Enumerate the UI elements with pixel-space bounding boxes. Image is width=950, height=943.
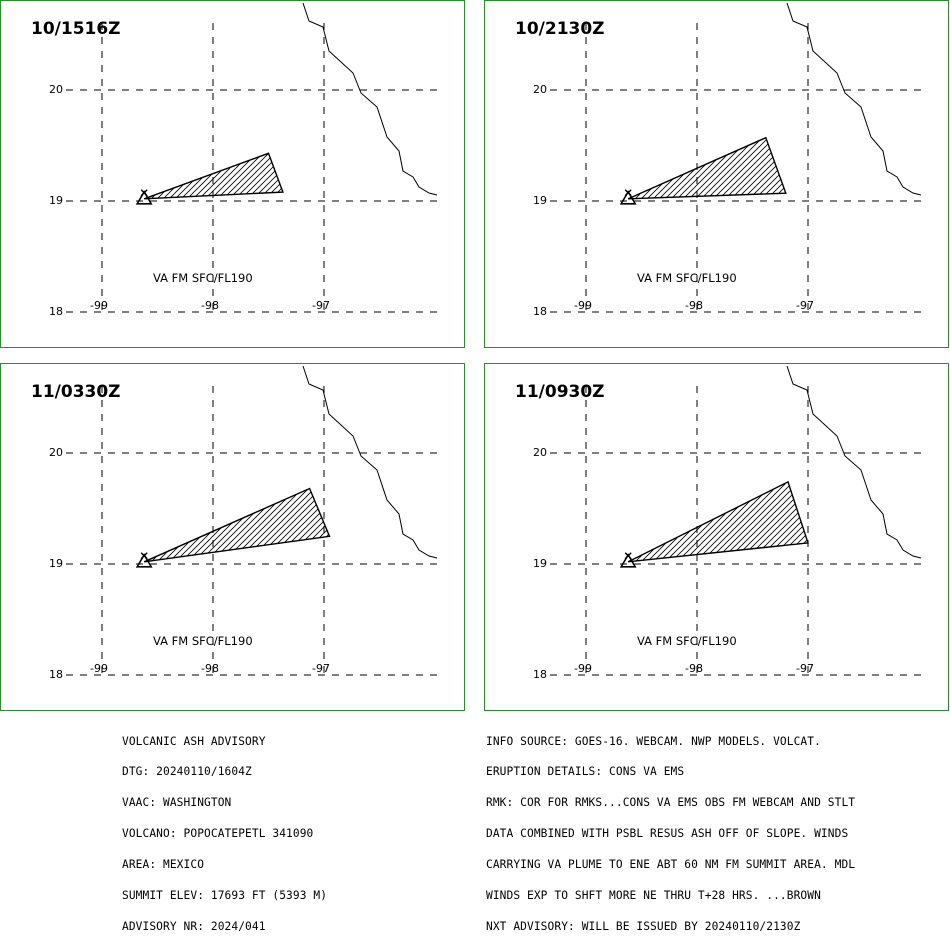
ash-height-label: VA FM SFC/FL190 bbox=[153, 634, 253, 648]
latitude-label: 18 bbox=[49, 668, 63, 681]
ash-height-label: VA FM SFC/FL190 bbox=[637, 271, 737, 285]
panel-valid-time: 11/0330Z bbox=[31, 382, 121, 402]
ash-height-label: VA FM SFC/FL190 bbox=[153, 271, 253, 285]
coastline bbox=[302, 365, 438, 559]
longitude-label: -98 bbox=[201, 299, 219, 312]
advisory-line: SUMMIT ELEV: 17693 FT (5393 M) bbox=[122, 889, 328, 903]
volcano-triangle-icon bbox=[135, 552, 153, 568]
longitude-label: -97 bbox=[312, 662, 330, 675]
map-svg bbox=[550, 365, 922, 676]
advisory-line: VOLCANIC ASH ADVISORY bbox=[122, 734, 266, 748]
advisory-line: INFO SOURCE: GOES-16. WEBCAM. NWP MODELS… bbox=[486, 734, 821, 748]
ash-height-label: VA FM SFC/FL190 bbox=[637, 634, 737, 648]
longitude-label: -99 bbox=[574, 662, 592, 675]
forecast-panel: 11/0930Z VA FM SFC/FL190 20 19 18 -99 -98 -97 bbox=[484, 363, 949, 711]
advisory-line: AREA: MEXICO bbox=[122, 858, 205, 872]
ash-cloud-polygon bbox=[627, 480, 809, 563]
advisory-line: CARRYING VA PLUME TO ENE ABT 60 NM FM SU… bbox=[486, 858, 856, 872]
panel-valid-time: 11/0930Z bbox=[515, 382, 605, 402]
advisory-line: ERUPTION DETAILS: CONS VA EMS bbox=[486, 765, 685, 779]
forecast-panel: 10/2130Z VA FM SFC/FL190 20 19 18 -99 -98 -97 bbox=[484, 0, 949, 348]
ash-cloud-polygon bbox=[143, 487, 331, 563]
latitude-label: 18 bbox=[533, 668, 547, 681]
latitude-label: 20 bbox=[49, 446, 63, 459]
latitude-label: 19 bbox=[49, 194, 63, 207]
latitude-label: 19 bbox=[49, 557, 63, 570]
coastline bbox=[786, 365, 922, 559]
forecast-panel: 11/0330Z VA FM SFC/FL190 20 19 18 -99 -98 -97 bbox=[0, 363, 465, 711]
advisory-line: RMK: COR FOR RMKS...CONS VA EMS OBS FM W… bbox=[486, 796, 856, 810]
advisory-line: NXT ADVISORY: WILL BE ISSUED BY 20240110… bbox=[486, 919, 801, 933]
ash-cloud-polygon bbox=[627, 136, 787, 200]
map-svg bbox=[66, 365, 438, 676]
latitude-label: 20 bbox=[533, 83, 547, 96]
advisory-remarks-text: INFO SOURCE: GOES-16. WEBCAM. NWP MODELS… bbox=[486, 716, 946, 943]
longitude-label: -97 bbox=[796, 299, 814, 312]
latitude-label: 18 bbox=[49, 305, 63, 318]
volcano-triangle-icon bbox=[619, 552, 637, 568]
advisory-line: ADVISORY NR: 2024/041 bbox=[122, 919, 266, 933]
latitude-label: 20 bbox=[533, 446, 547, 459]
forecast-panels: 10/1516Z VA FM SFC/FL190 20 19 18 -99 -98 -97 10… bbox=[0, 0, 949, 711]
volcano-triangle-icon bbox=[135, 189, 153, 205]
advisory-header-text: VOLCANIC ASH ADVISORY DTG: 20240110/1604… bbox=[122, 716, 477, 943]
advisory-line: VAAC: WASHINGTON bbox=[122, 796, 232, 810]
volcano-triangle-icon bbox=[619, 189, 637, 205]
longitude-label: -99 bbox=[90, 299, 108, 312]
longitude-label: -97 bbox=[312, 299, 330, 312]
longitude-label: -99 bbox=[574, 299, 592, 312]
coastline bbox=[302, 2, 438, 196]
map-svg bbox=[66, 2, 438, 313]
panel-valid-time: 10/2130Z bbox=[515, 19, 605, 39]
longitude-label: -98 bbox=[685, 662, 703, 675]
ash-cloud-polygon bbox=[143, 152, 284, 200]
panel-valid-time: 10/1516Z bbox=[31, 19, 121, 39]
advisory-line: DTG: 20240110/1604Z bbox=[122, 765, 252, 779]
longitude-label: -98 bbox=[685, 299, 703, 312]
latitude-label: 19 bbox=[533, 557, 547, 570]
longitude-label: -97 bbox=[796, 662, 814, 675]
longitude-label: -99 bbox=[90, 662, 108, 675]
forecast-panel: 10/1516Z VA FM SFC/FL190 20 19 18 -99 -98 -97 bbox=[0, 0, 465, 348]
longitude-label: -98 bbox=[201, 662, 219, 675]
map-svg bbox=[550, 2, 922, 313]
latitude-label: 18 bbox=[533, 305, 547, 318]
latitude-label: 19 bbox=[533, 194, 547, 207]
advisory-line: VOLCANO: POPOCATEPETL 341090 bbox=[122, 827, 314, 841]
latitude-label: 20 bbox=[49, 83, 63, 96]
advisory-line: DATA COMBINED WITH PSBL RESUS ASH OFF OF… bbox=[486, 827, 849, 841]
coastline bbox=[786, 2, 922, 196]
advisory-line: WINDS EXP TO SHFT MORE NE THRU T+28 HRS.… bbox=[486, 889, 821, 903]
